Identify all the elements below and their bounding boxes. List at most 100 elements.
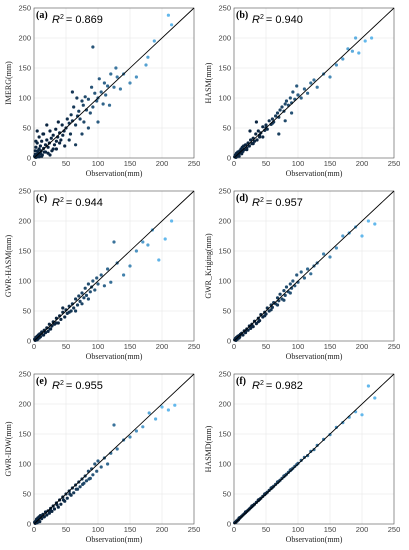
scatter-point <box>366 219 370 223</box>
x-tick-label: 50 <box>62 525 70 534</box>
scatter-point <box>373 396 377 400</box>
scatter-point <box>278 108 282 112</box>
scatter-point <box>45 138 49 142</box>
scatter-point <box>261 135 265 139</box>
scatter-point <box>46 151 50 155</box>
scatter-point <box>93 91 97 95</box>
r-squared-exponent: 2 <box>260 197 264 204</box>
scatter-point <box>106 462 110 466</box>
scatter-point <box>109 280 113 284</box>
scatter-point <box>99 465 103 469</box>
x-tick-label: 200 <box>156 525 169 534</box>
scatter-point <box>134 249 138 253</box>
scatter-point <box>56 120 60 124</box>
x-tick-label: 150 <box>124 525 137 534</box>
scatter-point <box>154 417 158 421</box>
x-tick-label: 0 <box>232 342 236 351</box>
r-squared-exponent: 2 <box>260 380 264 387</box>
scatter-point <box>77 109 81 113</box>
x-axis-title: Observation(mm) <box>286 352 343 361</box>
scatter-point <box>47 511 51 515</box>
y-tick-label: 100 <box>218 277 231 286</box>
x-tick-label: 100 <box>92 525 105 534</box>
r-squared-value: = 0.869 <box>66 14 103 26</box>
plot-frame <box>33 7 195 159</box>
r-squared-label: R2 = 0.869 <box>52 14 103 26</box>
scatter-point <box>134 75 138 79</box>
scatter-point <box>59 317 63 321</box>
scatter-point <box>109 72 113 76</box>
scatter-point <box>65 496 69 500</box>
scatter-point <box>55 503 59 507</box>
y-tick-label: 150 <box>18 64 31 73</box>
scatter-point <box>263 314 267 318</box>
x-tick-label: 0 <box>232 525 236 534</box>
scatter-point <box>91 473 95 477</box>
scatter-point <box>284 99 289 103</box>
scatter-point <box>51 133 55 137</box>
scatter-point <box>74 487 78 491</box>
scatter-point <box>86 297 90 301</box>
scatter-point <box>288 96 292 100</box>
scatter-point <box>56 505 60 509</box>
scatter-panel-e: 0 50 100 150 200 250 0 50 100 150 200 250 Observatio… <box>4 370 200 545</box>
scatter-point <box>78 299 82 303</box>
scatter-point <box>252 139 257 143</box>
scatter-point <box>42 515 46 519</box>
scatter-point <box>34 139 38 143</box>
scatter-point <box>74 143 78 147</box>
plot-frame <box>33 373 195 525</box>
scatter-point <box>288 291 292 295</box>
y-axis-title: HASMD(mm) <box>204 425 213 472</box>
scatter-point <box>40 139 44 143</box>
scatter-point <box>63 315 67 319</box>
scatter-point <box>256 129 260 133</box>
panel-label: (e) <box>36 376 47 387</box>
y-tick-label: 0 <box>27 337 31 346</box>
scatter-point <box>346 47 350 51</box>
scatter-point <box>160 405 164 409</box>
scatter-point <box>144 63 148 67</box>
x-tick-label: 50 <box>262 342 270 351</box>
scatter-point <box>302 276 306 280</box>
scatter-panel-a: 0 50 100 150 200 250 0 50 100 150 200 250 Observatio… <box>4 4 200 179</box>
scatter-point <box>72 105 76 109</box>
one-to-one-line <box>233 7 395 159</box>
r-squared-label: R2 = 0.957 <box>252 197 303 209</box>
r-squared-value: = 0.982 <box>266 380 303 392</box>
scatter-point <box>275 111 280 115</box>
y-tick-label: 50 <box>23 490 31 499</box>
x-axis-title: Observation(mm) <box>86 535 143 544</box>
r-squared-label: R2 = 0.982 <box>252 380 303 392</box>
scatter-point <box>59 502 63 506</box>
scatter-point <box>280 105 284 109</box>
scatter-point <box>72 491 76 495</box>
scatter-point <box>350 49 354 53</box>
scatter-point <box>37 155 41 159</box>
scatter-point <box>128 264 132 268</box>
scatter-point <box>93 288 97 292</box>
r-squared-value: = 0.940 <box>266 14 303 26</box>
x-tick-label: 150 <box>324 342 337 351</box>
scatter-point <box>243 143 248 147</box>
scatter-point <box>157 258 161 262</box>
scatter-point <box>258 135 262 139</box>
scatter-point <box>48 129 52 133</box>
scatter-point <box>49 136 53 140</box>
x-axis-title: Observation(mm) <box>86 352 143 361</box>
scatter-point <box>254 120 258 124</box>
y-tick-label: 200 <box>218 217 231 226</box>
r-squared-symbol: R <box>252 197 260 209</box>
scatter-point <box>96 120 100 124</box>
scatter-point <box>312 78 316 82</box>
scatter-point <box>328 75 332 79</box>
scatter-point <box>360 413 364 417</box>
scatter-point <box>80 132 84 136</box>
scatter-point <box>269 308 273 312</box>
scatter-point <box>47 322 51 326</box>
scatter-point <box>38 144 43 148</box>
scatter-point <box>35 129 39 133</box>
scatter-point <box>51 147 55 151</box>
scatter-point <box>170 219 174 223</box>
scatter-point <box>43 143 48 147</box>
